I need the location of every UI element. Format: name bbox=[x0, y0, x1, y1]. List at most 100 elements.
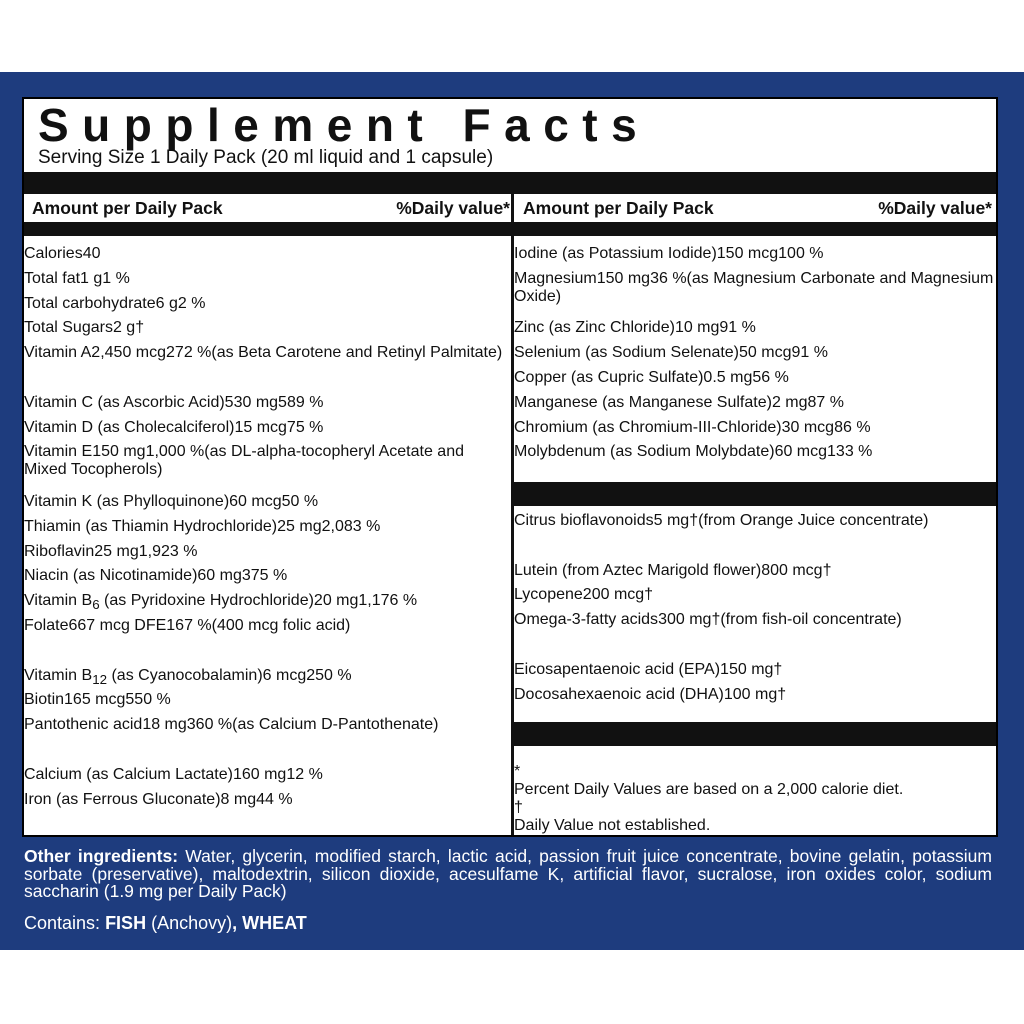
name-subscript: 6 bbox=[92, 597, 100, 613]
right-column: Iodine (as Potassium Iodide)150 mcg100 %… bbox=[514, 245, 996, 468]
black-bar bbox=[514, 482, 996, 506]
daily-value: 12 % bbox=[286, 765, 323, 783]
amount: 5 mg bbox=[653, 512, 690, 529]
amount: 60 mcg bbox=[774, 443, 828, 461]
contains-label: Contains: bbox=[24, 913, 101, 933]
nutrient-name: Lutein (from Aztec Marigold flower) bbox=[514, 562, 761, 579]
nutrient-row: Zinc (as Zinc Chloride)10 mg91 % bbox=[514, 319, 996, 344]
source-note: (from Orange Juice concentrate) bbox=[698, 512, 929, 529]
daily-value: 589 % bbox=[278, 393, 324, 411]
daily-value: 133 % bbox=[827, 443, 873, 461]
name-text: Niacin (as Nicotinamide) bbox=[24, 567, 198, 585]
name-text: Folate bbox=[24, 616, 69, 634]
nutrient-row: Vitamin C (as Ascorbic Acid)530 mg589 % bbox=[24, 394, 511, 419]
nutrient-name: Omega-3-fatty acids bbox=[514, 611, 658, 628]
nutrient-row: Vitamin E150 mg1,000 %(as DL-alpha-tocop… bbox=[24, 443, 511, 493]
name-text: Vitamin C (as Ascorbic Acid) bbox=[24, 393, 225, 411]
nutrient-name: Iodine (as Potassium Iodide) bbox=[514, 245, 717, 262]
nutrient-row: Total carbohydrate6 g2 % bbox=[24, 295, 511, 320]
amount: 40 bbox=[82, 245, 101, 262]
daily-value: 1 % bbox=[102, 269, 130, 287]
amount: 300 mg bbox=[658, 611, 712, 629]
daily-value: 50 % bbox=[281, 492, 319, 510]
contains: Contains: FISH (Anchovy), WHEAT bbox=[24, 912, 307, 934]
contains-item: (Anchovy) bbox=[146, 913, 233, 933]
amount: 15 mcg bbox=[234, 418, 287, 436]
daily-value: † bbox=[689, 512, 699, 529]
nutrient-row: Eicosapentaenoic acid (EPA)150 mg† bbox=[514, 661, 996, 686]
daily-value: 91 % bbox=[791, 344, 828, 362]
nutrient-row: Vitamin B6 (as Pyridoxine Hydrochloride)… bbox=[24, 592, 511, 617]
daily-value: 272 % bbox=[166, 344, 212, 362]
dv-heading: %Daily value* bbox=[396, 198, 510, 218]
amount: 0.5 mg bbox=[703, 368, 753, 386]
name-text: Magnesium bbox=[514, 269, 597, 287]
contains-item: FISH bbox=[105, 913, 147, 933]
name-text: Pantothenic acid bbox=[24, 716, 143, 734]
nutrient-name: Vitamin B12 (as Cyanocobalamin) bbox=[24, 666, 263, 687]
amount-note: (400 mcg folic acid) bbox=[211, 616, 351, 634]
nutrient-name: Citrus bioflavonoids bbox=[514, 512, 654, 529]
nutrient-row: Niacin (as Nicotinamide)60 mg375 % bbox=[24, 567, 511, 592]
name-text: Citrus bioflavonoids bbox=[514, 512, 654, 529]
source-note: (from fish-oil concentrate) bbox=[720, 611, 902, 629]
left-column: Calories40 Total fat1 g1 % Total carbohydr… bbox=[24, 245, 511, 815]
nutrient-row: Iodine (as Potassium Iodide)150 mcg100 % bbox=[514, 245, 996, 270]
name-text: Molybdenum (as Sodium Molybdate) bbox=[514, 443, 775, 461]
nutrient-name: Biotin bbox=[24, 691, 64, 708]
nutrient-row: Iron (as Ferrous Gluconate)8 mg44 % bbox=[24, 791, 511, 816]
nutrient-name: Zinc (as Zinc Chloride) bbox=[514, 319, 675, 336]
name-text: Biotin bbox=[24, 691, 65, 709]
amount-heading: Amount per Daily Pack bbox=[523, 198, 714, 218]
nutrient-name: Manganese (as Manganese Sulfate) bbox=[514, 394, 772, 411]
footnote-text: Percent Daily Values are based on a 2,00… bbox=[514, 781, 904, 798]
daily-value: † bbox=[135, 319, 145, 337]
nutrient-name: Chromium (as Chromium-III-Chloride) bbox=[514, 419, 782, 436]
amount: 8 mg bbox=[220, 790, 257, 808]
dv-heading: %Daily value* bbox=[878, 198, 992, 218]
name-text: Omega-3-fatty acids bbox=[514, 611, 659, 629]
amount: 667 mcg DFE bbox=[68, 616, 167, 634]
name-text: (as Cyanocobalamin) bbox=[107, 666, 263, 684]
amount: 1 g bbox=[80, 269, 103, 287]
amount: 10 mg bbox=[674, 319, 720, 337]
name-text: Zinc (as Zinc Chloride) bbox=[514, 319, 675, 337]
amount: 2 g bbox=[112, 319, 136, 337]
nutrient-row: Vitamin K (as Phylloquinone)60 mcg50 % bbox=[24, 493, 511, 518]
name-text: Vitamin D (as Cholecalciferol) bbox=[24, 418, 235, 436]
source-note: (as Magnesium Carbonate and Magnesium Ox… bbox=[514, 269, 994, 305]
footnote-text: Daily Value not established. bbox=[514, 817, 711, 834]
title: Supplement Facts bbox=[38, 99, 651, 151]
other-column: Citrus bioflavonoids5 mg†(from Orange Ju… bbox=[514, 512, 996, 710]
daily-value: 2 % bbox=[177, 294, 206, 312]
nutrient-row: Lutein (from Aztec Marigold flower)800 m… bbox=[514, 562, 996, 587]
contains-item: WHEAT bbox=[242, 913, 307, 933]
nutrient-name: Thiamin (as Thiamin Hydrochloride) bbox=[24, 518, 277, 535]
name-text: Docosahexaenoic acid (DHA) bbox=[514, 685, 724, 703]
amount: 150 mg bbox=[596, 269, 651, 287]
amount: 150 mcg bbox=[716, 245, 779, 262]
daily-value: 1,923 % bbox=[138, 542, 198, 560]
amount: 150 mg bbox=[720, 660, 774, 678]
nutrient-row: Copper (as Cupric Sulfate)0.5 mg56 % bbox=[514, 369, 996, 394]
nutrient-name: Eicosapentaenoic acid (EPA) bbox=[514, 661, 720, 678]
name-text: Chromium (as Chromium-III-Chloride) bbox=[514, 418, 782, 436]
nutrient-name: Vitamin K (as Phylloquinone) bbox=[24, 493, 229, 510]
name-text: Manganese (as Manganese Sulfate) bbox=[514, 393, 772, 411]
nutrient-row: Thiamin (as Thiamin Hydrochloride)25 mg2… bbox=[24, 518, 511, 543]
daily-value: † bbox=[711, 611, 721, 629]
nutrient-name: Total carbohydrate bbox=[24, 295, 156, 312]
nutrient-name: Calcium (as Calcium Lactate) bbox=[24, 766, 233, 783]
name-text: Vitamin B bbox=[24, 592, 93, 610]
column-divider bbox=[511, 194, 514, 835]
amount: 30 mcg bbox=[781, 418, 835, 436]
nutrient-row: Calories40 bbox=[24, 245, 511, 270]
source-note: (as Calcium D-Pantothenate) bbox=[232, 716, 439, 734]
daily-value: 75 % bbox=[286, 418, 324, 436]
name-text: Total fat bbox=[24, 269, 81, 287]
daily-value: 167 % bbox=[166, 616, 212, 634]
nutrient-row: Magnesium150 mg36 %(as Magnesium Carbona… bbox=[514, 270, 996, 320]
source-note: (as Beta Carotene and Retinyl Palmitate) bbox=[211, 344, 503, 362]
name-text: (as Pyridoxine Hydrochloride) bbox=[99, 592, 314, 610]
